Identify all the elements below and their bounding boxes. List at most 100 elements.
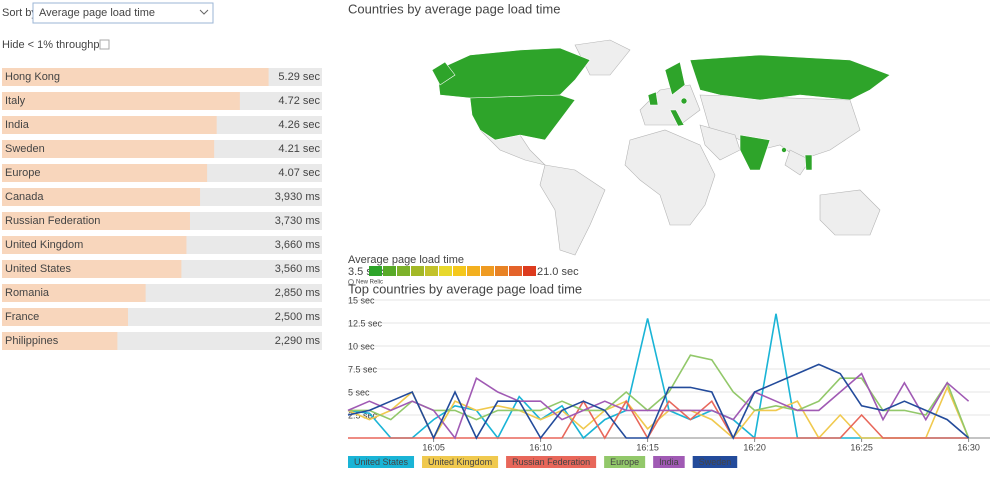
row-value: 2,850 ms [275, 287, 321, 299]
legend-swatch [425, 266, 438, 276]
bar [2, 236, 187, 254]
map-title: Countries by average page load time [348, 1, 560, 16]
x-tick-label: 16:15 [636, 442, 659, 452]
row-label[interactable]: Russian Federation [5, 215, 100, 227]
row-label[interactable]: United States [5, 263, 72, 275]
row-value: 5.29 sec [278, 71, 320, 83]
legend-box[interactable] [653, 456, 685, 468]
x-tick-label: 16:20 [743, 442, 766, 452]
country [689, 54, 891, 101]
legend-box[interactable] [422, 456, 499, 468]
row-value: 3,930 ms [275, 191, 321, 203]
sort-label: Sort by [2, 7, 37, 19]
attribution: New Relic [356, 280, 383, 286]
row-label[interactable]: United Kingdom [5, 239, 83, 251]
country [664, 61, 686, 96]
world-map [431, 39, 891, 256]
select-box[interactable] [32, 2, 214, 24]
y-tick-label: 2.5 sec [348, 410, 378, 420]
country [431, 61, 456, 86]
x-tick-label: 16:30 [957, 442, 980, 452]
series-line [347, 363, 970, 440]
bar [2, 92, 240, 110]
legend-swatch [467, 266, 480, 276]
x-tick-label: 16:05 [422, 442, 445, 452]
legend-item[interactable]: Sweden [692, 456, 738, 468]
row-label[interactable]: France [5, 311, 39, 323]
legend-label[interactable]: Europe [610, 457, 639, 467]
legend-item[interactable]: United States [348, 456, 415, 468]
legend-label[interactable]: United Kingdom [428, 457, 492, 467]
legend-box[interactable] [348, 456, 415, 468]
country [436, 47, 591, 101]
row-value: 4.21 sec [278, 143, 320, 155]
legend-swatch [397, 266, 410, 276]
country [739, 134, 771, 171]
select-value[interactable]: Average page load time [39, 7, 155, 19]
country [804, 154, 813, 171]
legend-item[interactable]: India [653, 456, 685, 468]
row-label[interactable]: India [5, 119, 30, 131]
country [469, 94, 576, 141]
bar [2, 212, 190, 230]
row-label[interactable]: Philippines [5, 335, 59, 347]
row-value: 3,560 ms [275, 263, 321, 275]
country [669, 109, 685, 127]
row-label[interactable]: Romania [5, 287, 50, 299]
checkbox[interactable] [99, 39, 110, 50]
legend-item[interactable]: Europe [604, 456, 646, 468]
row-label[interactable]: Italy [5, 95, 26, 107]
row-value: 4.26 sec [278, 119, 320, 131]
legend-label[interactable]: India [659, 457, 679, 467]
legend-swatch [439, 266, 452, 276]
legend-swatch [369, 266, 382, 276]
row-label[interactable]: Sweden [5, 143, 45, 155]
legend-box[interactable] [604, 456, 646, 468]
country [624, 129, 716, 226]
row-value: 2,290 ms [275, 335, 321, 347]
row-label[interactable]: Europe [5, 167, 40, 179]
line-chart-title: Top countries by average page load time [348, 281, 582, 296]
legend-box[interactable] [692, 456, 738, 468]
bar [2, 260, 182, 278]
bar [2, 164, 208, 182]
y-tick-label: 5 sec [348, 387, 370, 397]
bar [2, 116, 217, 134]
bar [2, 140, 215, 158]
country [784, 149, 811, 176]
legend-box[interactable] [506, 456, 597, 468]
legend-label[interactable]: Sweden [699, 457, 732, 467]
legend-swatch [481, 266, 494, 276]
bar [2, 68, 269, 86]
y-tick-label: 15 sec [348, 295, 375, 305]
country [574, 39, 631, 76]
country [539, 164, 606, 256]
country [647, 91, 659, 106]
legend-label[interactable]: United States [354, 457, 409, 467]
bar [2, 308, 128, 326]
map-legend-title: Average page load time [348, 254, 464, 266]
country [680, 97, 688, 105]
y-tick-label: 12.5 sec [348, 318, 383, 328]
select-chevron[interactable] [199, 9, 209, 15]
country [819, 189, 881, 236]
legend-item[interactable]: Russian Federation [506, 456, 597, 468]
bar [2, 188, 201, 206]
series-line [347, 372, 970, 440]
country [639, 84, 701, 126]
country [781, 147, 787, 153]
legend-swatch [509, 266, 522, 276]
attribution-logo [348, 279, 354, 285]
legend-swatch [453, 266, 466, 276]
map-legend-max: 21.0 sec [537, 266, 579, 278]
filter-label: Hide < 1% throughput [2, 39, 109, 51]
row-label[interactable]: Hong Kong [5, 71, 60, 83]
series-line [348, 399, 969, 440]
y-tick-label: 7.5 sec [348, 364, 378, 374]
row-label[interactable]: Canada [5, 191, 44, 203]
legend-item[interactable]: United Kingdom [422, 456, 499, 468]
sort-select[interactable]: Average page load time [32, 2, 214, 24]
x-tick-label: 16:25 [850, 442, 873, 452]
legend-label[interactable]: Russian Federation [512, 457, 590, 467]
